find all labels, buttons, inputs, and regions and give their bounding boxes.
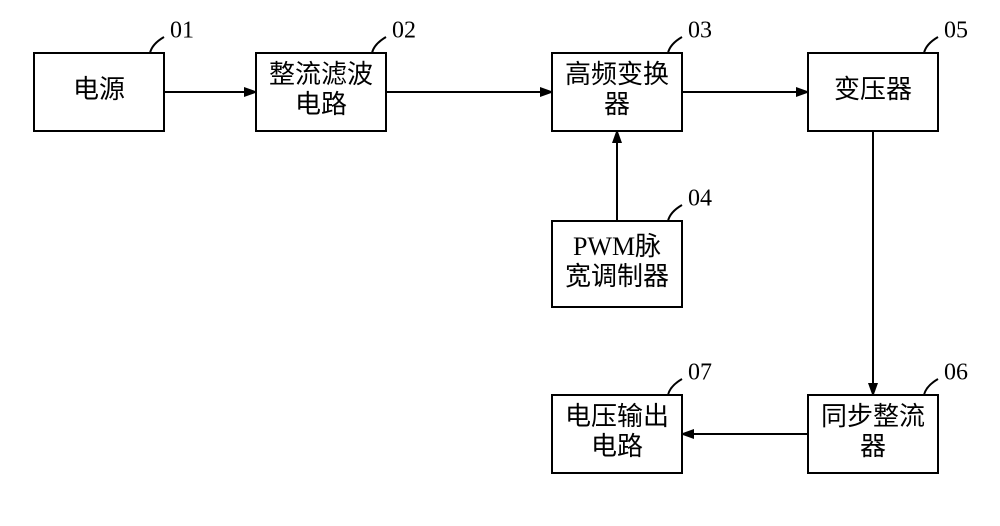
- flag-label-06: 06: [944, 360, 968, 386]
- node-03-label: 高频变换: [565, 60, 669, 89]
- node-05: 变压器: [808, 53, 938, 131]
- flag-line-05: [924, 37, 938, 53]
- flag-label-04: 04: [688, 186, 712, 212]
- flag-label-02: 02: [392, 18, 416, 44]
- flag-label-03: 03: [688, 18, 712, 44]
- node-04: PWM脉宽调制器: [552, 221, 682, 307]
- node-04-label: 宽调制器: [565, 262, 669, 291]
- flag-label-05: 05: [944, 18, 968, 44]
- node-07: 电压输出电路: [552, 395, 682, 473]
- node-02: 整流滤波电路: [256, 53, 386, 131]
- node-01-label: 电源: [73, 75, 125, 104]
- node-06-label: 同步整流: [821, 402, 925, 431]
- node-03-label: 器: [604, 90, 630, 119]
- node-01: 电源: [34, 53, 164, 131]
- node-07-label: 电路: [591, 432, 643, 461]
- node-04-label: PWM脉: [573, 232, 661, 261]
- node-06-label: 器: [860, 432, 886, 461]
- node-06: 同步整流器: [808, 395, 938, 473]
- flag-line-01: [150, 37, 164, 53]
- flag-line-07: [668, 379, 682, 395]
- flag-line-06: [924, 379, 938, 395]
- flowchart: 电源整流滤波电路高频变换器PWM脉宽调制器变压器同步整流器电压输出电路 0102…: [0, 0, 1000, 526]
- node-02-label: 电路: [295, 90, 347, 119]
- flag-line-04: [668, 205, 682, 221]
- flag-line-02: [372, 37, 386, 53]
- flag-line-03: [668, 37, 682, 53]
- node-03: 高频变换器: [552, 53, 682, 131]
- node-07-label: 电压输出: [565, 402, 669, 431]
- flag-label-01: 01: [170, 18, 194, 44]
- flag-label-07: 07: [688, 360, 712, 386]
- node-05-label: 变压器: [834, 75, 912, 104]
- node-02-label: 整流滤波: [269, 60, 373, 89]
